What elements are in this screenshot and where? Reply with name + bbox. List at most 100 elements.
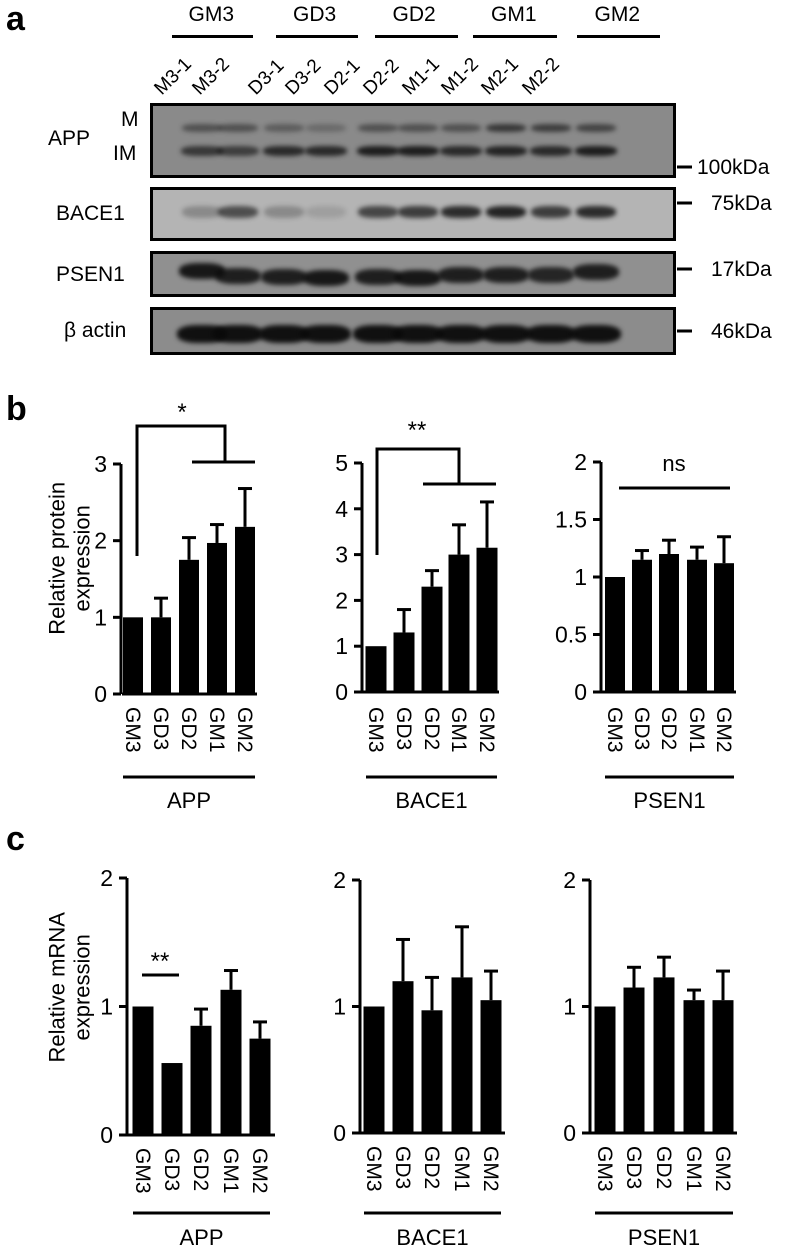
blot-label-beta-actin: β actin <box>64 319 127 342</box>
x-category-label: GD3 <box>392 707 415 750</box>
bar-gd2 <box>421 586 443 692</box>
group-label-gd2: GD2 <box>392 3 436 26</box>
blot-sublabel-mature: M <box>121 108 139 131</box>
x-category-label: GM3 <box>362 1146 385 1192</box>
protein-band <box>181 146 223 156</box>
marker-label-46kda: 46kDa <box>711 320 772 343</box>
protein-band <box>485 146 527 156</box>
bar-gm3 <box>123 617 143 694</box>
x-category-label: GM2 <box>479 1146 502 1192</box>
protein-band <box>531 206 571 218</box>
y-tick-label: 5 <box>335 450 348 476</box>
protein-band <box>486 124 526 132</box>
blot-label-bace1: BACE1 <box>56 202 125 225</box>
x-category-label: GD2 <box>657 707 680 750</box>
protein-band <box>218 124 258 132</box>
group-underline <box>276 35 358 38</box>
x-category-label: GD2 <box>420 1146 443 1189</box>
bar-gm1 <box>451 977 473 1133</box>
protein-band <box>486 206 526 218</box>
significance-marker: * <box>177 399 186 426</box>
y-tick-label: 2 <box>333 867 346 893</box>
group-underline <box>473 35 557 38</box>
significance-marker: ** <box>408 417 427 444</box>
group-label-gd3: GD3 <box>293 3 337 26</box>
group-label-gm3: GM3 <box>188 3 235 26</box>
y-tick-label: 2 <box>94 528 107 554</box>
bar-gm3 <box>594 1006 616 1133</box>
bar-gd2 <box>421 1010 443 1133</box>
protein-band <box>259 325 309 343</box>
x-category-label: GM1 <box>682 1146 705 1192</box>
bar-gm3 <box>363 1006 385 1133</box>
y-tick-label: 2 <box>335 587 348 613</box>
marker-label-17kda: 17kDa <box>711 258 772 281</box>
y-tick-label: 0.5 <box>555 622 587 648</box>
protein-band <box>398 124 438 132</box>
protein-band <box>355 269 401 285</box>
protein-band <box>397 146 439 156</box>
x-category-label: GM2 <box>248 1148 271 1194</box>
bar-gd2 <box>179 559 199 694</box>
x-category-label: GM3 <box>364 707 387 753</box>
protein-band <box>576 124 616 132</box>
x-category-label: GM2 <box>711 1146 734 1192</box>
protein-band <box>303 270 349 286</box>
x-category-label: GD2 <box>652 1146 675 1189</box>
protein-band <box>358 206 398 218</box>
y-tick-label: 1 <box>333 994 346 1020</box>
protein-band <box>301 325 351 343</box>
significance-marker: ns <box>662 451 685 476</box>
blot-image-beta-actin <box>150 307 676 355</box>
x-category-label: GM3 <box>593 1146 616 1192</box>
significance-bracket <box>135 424 227 556</box>
protein-band <box>179 263 225 279</box>
bar-gm3 <box>605 577 625 692</box>
y-tick-label: 0 <box>563 1120 576 1146</box>
chart-b-app-x-title: APP <box>167 788 211 813</box>
chart-b-psen1-x-title: PSEN1 <box>633 788 705 813</box>
protein-band <box>481 325 531 343</box>
y-tick-label: 0 <box>94 681 107 707</box>
x-category-label: GD2 <box>177 707 200 750</box>
x-category-label: GD2 <box>189 1148 212 1191</box>
x-category-label: GD2 <box>420 707 443 750</box>
protein-band <box>575 146 617 156</box>
group-underline <box>172 35 253 38</box>
group-underline <box>577 35 660 38</box>
bar-gd3 <box>392 981 414 1133</box>
protein-band <box>576 206 616 218</box>
bar-gd3 <box>632 559 652 692</box>
bar-gm2 <box>480 1000 502 1133</box>
protein-band <box>182 206 222 218</box>
protein-band <box>573 264 619 280</box>
marker-label-75kda: 75kDa <box>711 192 772 215</box>
protein-band <box>357 146 399 156</box>
protein-band <box>182 124 222 132</box>
x-category-label: GD3 <box>391 1146 414 1189</box>
x-category-label: GM3 <box>131 1148 154 1194</box>
blot-image-psen1 <box>150 251 676 297</box>
blot-label-app: APP <box>48 127 91 150</box>
protein-band <box>440 146 482 156</box>
protein-band <box>213 325 263 343</box>
x-category-label: GM3 <box>121 707 144 753</box>
protein-band <box>261 269 307 285</box>
y-tick-label: 1.5 <box>555 507 587 533</box>
y-tick-label: 3 <box>94 451 107 477</box>
bar-gm2 <box>235 526 255 694</box>
bar-gd2 <box>659 554 679 692</box>
protein-band <box>483 267 529 283</box>
y-tick-label: 0 <box>100 1122 113 1148</box>
marker-label-100kda: 100kDa <box>697 156 770 179</box>
protein-band <box>218 206 258 218</box>
x-category-label: GM2 <box>475 707 498 753</box>
chart-c-app-x-title: APP <box>179 1225 223 1250</box>
bar-gm1 <box>207 542 227 694</box>
protein-band <box>531 124 571 132</box>
bar-gm2 <box>714 563 734 692</box>
significance-marker: ** <box>151 948 170 975</box>
x-category-label: GM1 <box>219 1148 242 1194</box>
protein-band <box>571 325 621 343</box>
protein-band <box>441 124 481 132</box>
